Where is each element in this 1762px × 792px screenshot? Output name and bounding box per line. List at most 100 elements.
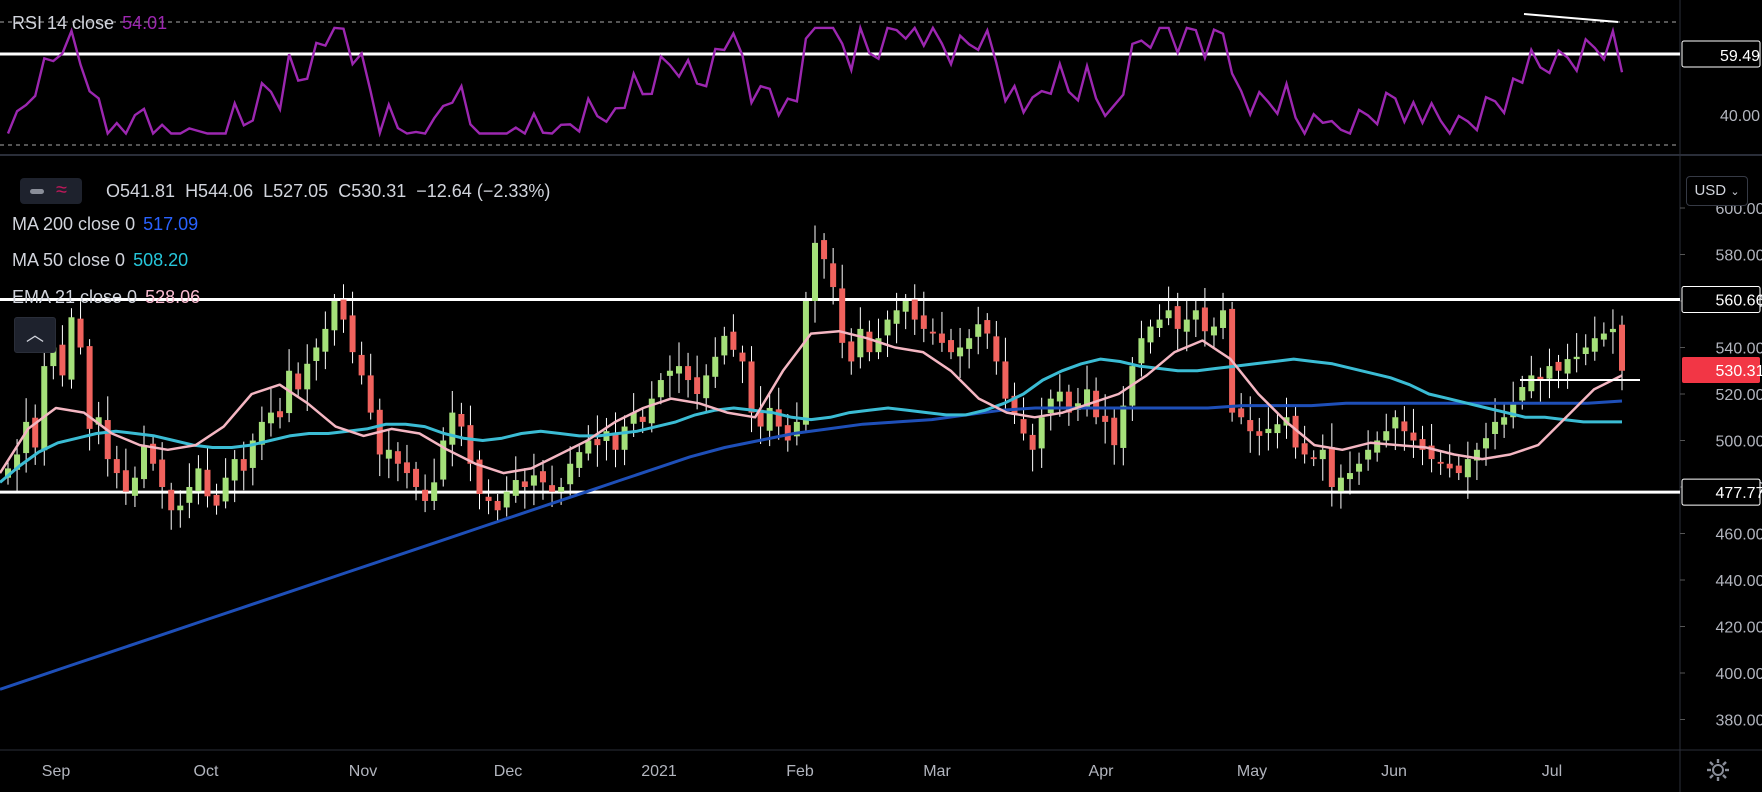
- visibility-toggle[interactable]: ≈: [20, 178, 82, 204]
- candle-body: [966, 338, 973, 349]
- candle-body: [1383, 431, 1390, 441]
- candle-body: [77, 318, 84, 348]
- gear-icon[interactable]: [1704, 756, 1732, 784]
- price-tick-label: 540.00: [1716, 341, 1762, 358]
- candle-body: [866, 331, 873, 353]
- candle-body: [1183, 319, 1190, 332]
- candle-body: [539, 471, 546, 483]
- candle-body: [1437, 461, 1444, 464]
- candle-body: [1564, 359, 1571, 374]
- candle-body: [857, 328, 864, 358]
- rsi-legend-value: 54.01: [122, 13, 168, 33]
- candle-body: [1020, 419, 1027, 434]
- candle-body: [258, 421, 265, 445]
- ma50-legend[interactable]: MA 50 close 0 508.20: [12, 250, 188, 271]
- candle-body: [385, 449, 392, 459]
- candle-body: [975, 324, 982, 337]
- time-tick-label: Mar: [923, 763, 951, 780]
- candle-body: [893, 310, 900, 324]
- time-tick-label: Jun: [1381, 763, 1407, 780]
- candle-body: [113, 459, 120, 474]
- candle-body: [666, 370, 673, 376]
- ema21-line: [0, 329, 1623, 475]
- candle-body: [68, 317, 75, 380]
- candle-body: [159, 459, 166, 487]
- candle-body: [1374, 440, 1381, 453]
- time-tick-label: Nov: [349, 763, 377, 780]
- candle-body: [530, 475, 537, 486]
- candle-body: [793, 421, 800, 437]
- candle-body: [1120, 405, 1127, 448]
- candle-body: [512, 480, 519, 496]
- chevron-down-icon: ⌄: [1730, 186, 1740, 198]
- candle-body: [1619, 324, 1625, 371]
- price-tick-label: 400.00: [1716, 666, 1762, 683]
- collapse-legend-button[interactable]: ︿: [14, 317, 56, 353]
- ema21-legend[interactable]: EMA 21 close 0 528.06: [12, 287, 200, 308]
- level-badge-label: 477.77: [1716, 485, 1762, 502]
- ohlc-open: O541.81: [106, 181, 176, 201]
- candle-body: [1093, 390, 1100, 418]
- price-tick-label: 460.00: [1716, 527, 1762, 544]
- rsi-tick-label: 40.00: [1720, 108, 1760, 125]
- candle-body: [675, 366, 682, 374]
- currency-label: USD: [1694, 182, 1727, 199]
- candle-body: [204, 469, 211, 497]
- time-tick-label: Jul: [1542, 763, 1562, 780]
- candle-body: [929, 331, 936, 334]
- candle-body: [784, 425, 791, 441]
- candle-body: [1473, 449, 1480, 461]
- candle-body: [1555, 361, 1562, 371]
- candle-body: [1065, 391, 1072, 413]
- ma50-legend-value: 508.20: [133, 250, 189, 270]
- currency-select[interactable]: USD ⌄: [1686, 176, 1748, 206]
- candle-body: [476, 459, 483, 494]
- candle-body: [413, 468, 420, 487]
- candle-body: [95, 417, 102, 425]
- candle-body: [993, 336, 1000, 362]
- candle-body: [249, 440, 256, 468]
- candle-body: [1029, 434, 1036, 450]
- level-badge: [1681, 285, 1761, 313]
- time-tick-label: Apr: [1089, 763, 1115, 780]
- candle-body: [1609, 328, 1616, 333]
- candle-body: [1546, 366, 1553, 379]
- candle-body: [23, 421, 30, 454]
- candle-body: [721, 335, 728, 356]
- candle-body: [86, 346, 93, 429]
- candle-body: [648, 398, 655, 424]
- rsi-divergence-line: [1523, 13, 1619, 23]
- ma200-legend-name: MA 200 close 0: [12, 214, 136, 234]
- ma200-legend[interactable]: MA 200 close 0 517.09: [12, 214, 198, 235]
- candle-body: [1038, 417, 1045, 449]
- candle-body: [1346, 473, 1353, 480]
- candle-body: [902, 301, 909, 312]
- candle-body: [168, 489, 175, 511]
- candle-body: [1401, 421, 1408, 432]
- candle-body: [1274, 424, 1281, 434]
- candle-body: [938, 333, 945, 343]
- candle-body: [812, 242, 818, 301]
- candle-body: [41, 366, 48, 451]
- candle-body: [730, 331, 737, 350]
- level-badge-label: 560.66: [1716, 292, 1762, 309]
- candle-body: [1528, 375, 1535, 392]
- candle-body: [1319, 449, 1326, 460]
- candle-body: [1600, 333, 1607, 340]
- candle-body: [367, 375, 374, 413]
- price-tick-label: 440.00: [1716, 573, 1762, 590]
- candle-body: [585, 440, 592, 454]
- price-tick-label: 500.00: [1716, 434, 1762, 451]
- candle-body: [739, 352, 746, 362]
- candle-body: [494, 500, 501, 511]
- candle-body: [567, 463, 574, 485]
- rsi-legend: RSI 14 close 54.01: [12, 13, 167, 34]
- candle-body: [231, 459, 238, 481]
- eye-toggle-icon: [30, 189, 44, 194]
- candle-body: [1365, 449, 1372, 460]
- candle-body: [1084, 389, 1091, 408]
- wave-icon: ≈: [56, 179, 67, 201]
- candle-body: [1111, 417, 1118, 446]
- candle-body: [5, 468, 11, 478]
